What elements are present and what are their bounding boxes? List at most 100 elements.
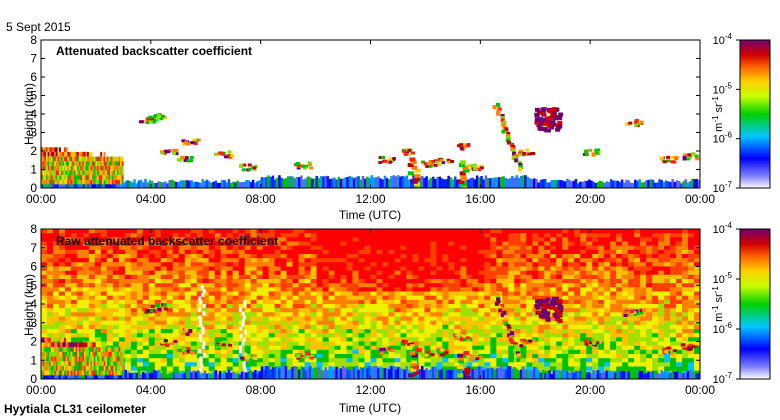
backscatter-cell	[610, 241, 617, 247]
backscatter-cell	[154, 316, 162, 322]
backscatter-cell	[238, 229, 246, 234]
backscatter-cell	[142, 283, 150, 288]
backscatter-cell	[454, 287, 461, 292]
backscatter-cell	[496, 329, 503, 334]
backscatter-cell	[57, 161, 60, 166]
backscatter-cell	[41, 254, 48, 259]
backscatter-cell	[274, 249, 281, 255]
backscatter-cell	[667, 181, 670, 188]
backscatter-cell	[41, 324, 48, 330]
backscatter-cell	[544, 266, 551, 272]
backscatter-cell	[634, 254, 641, 259]
backscatter-cell	[445, 179, 448, 188]
backscatter-cell	[411, 165, 418, 170]
backscatter-cell	[676, 233, 683, 238]
backscatter-cell	[232, 341, 240, 347]
backscatter-cell	[640, 370, 647, 376]
backscatter-cell	[59, 291, 66, 297]
backscatter-cell	[376, 316, 383, 322]
backscatter-cell	[60, 175, 63, 180]
backscatter-cell	[490, 345, 497, 351]
backscatter-cell	[526, 354, 533, 359]
backscatter-cell	[580, 362, 587, 367]
backscatter-cell	[598, 324, 605, 330]
backscatter-cell	[202, 304, 210, 309]
backscatter-cell	[376, 249, 383, 255]
backscatter-cell	[382, 320, 389, 326]
backscatter-cell	[496, 283, 503, 288]
backscatter-cell	[49, 175, 52, 180]
backscatter-cell	[640, 233, 647, 238]
backscatter-cell	[250, 279, 258, 284]
backscatter-cell	[484, 254, 491, 259]
backscatter-cell	[220, 245, 228, 251]
backscatter-cell	[424, 345, 431, 351]
backscatter-cell	[172, 329, 180, 334]
backscatter-cell	[83, 156, 86, 162]
backscatter-cell	[47, 156, 50, 162]
backscatter-cell	[113, 165, 116, 171]
backscatter-cell	[652, 333, 659, 338]
backscatter-cell	[586, 274, 593, 280]
backscatter-cell	[520, 349, 527, 355]
backscatter-cell	[178, 349, 186, 355]
backscatter-cell	[370, 304, 377, 309]
backscatter-cell	[238, 266, 246, 272]
backscatter-cell	[208, 304, 216, 309]
backscatter-cell	[526, 237, 533, 242]
backscatter-cell	[580, 287, 587, 292]
backscatter-cell	[580, 329, 587, 334]
backscatter-cell	[610, 358, 617, 363]
backscatter-cell	[388, 345, 395, 351]
backscatter-cell	[268, 241, 276, 247]
backscatter-cell	[238, 316, 246, 322]
backscatter-cell	[118, 233, 126, 238]
backscatter-cell	[333, 177, 336, 188]
backscatter-cell	[286, 233, 293, 238]
backscatter-cell	[41, 262, 48, 267]
backscatter-cell	[292, 254, 299, 259]
backscatter-cell	[610, 312, 617, 317]
backscatter-cell	[490, 237, 497, 242]
backscatter-cell	[142, 241, 150, 247]
backscatter-cell	[121, 165, 124, 171]
backscatter-cell	[427, 179, 431, 188]
backscatter-cell	[538, 341, 545, 347]
backscatter-cell	[622, 245, 629, 251]
backscatter-cell	[316, 295, 323, 301]
backscatter-cell	[454, 324, 461, 330]
backscatter-cell	[244, 279, 252, 284]
backscatter-cell	[364, 279, 371, 284]
backscatter-cell	[53, 245, 60, 251]
backscatter-cell	[688, 237, 695, 242]
backscatter-cell	[88, 320, 96, 326]
backscatter-cell	[370, 175, 373, 188]
backscatter-cell	[250, 329, 258, 334]
backscatter-cell	[75, 175, 78, 180]
backscatter-cell	[310, 320, 317, 326]
backscatter-cell	[340, 233, 347, 238]
backscatter-cell	[178, 291, 186, 297]
backscatter-cell	[570, 181, 573, 188]
backscatter-cell	[508, 308, 515, 313]
backscatter-cell	[310, 312, 317, 317]
backscatter-cell	[676, 341, 683, 347]
backscatter-cell	[106, 229, 114, 234]
backscatter-cell	[622, 233, 629, 238]
backscatter-cell	[472, 308, 479, 313]
backscatter-cell	[292, 329, 299, 334]
backscatter-cell	[124, 245, 132, 251]
backscatter-cell	[388, 283, 395, 288]
backscatter-cell	[178, 283, 186, 288]
backscatter-cell	[592, 366, 599, 372]
backscatter-cell	[440, 178, 444, 188]
backscatter-cell	[41, 279, 48, 284]
backscatter-cell	[478, 316, 485, 322]
backscatter-cell	[136, 316, 144, 322]
backscatter-cell	[370, 233, 377, 238]
backscatter-cell	[550, 366, 557, 372]
backscatter-cell	[544, 333, 551, 338]
backscatter-cell	[424, 274, 431, 280]
backscatter-cell	[646, 279, 653, 284]
backscatter-cell	[376, 358, 383, 363]
